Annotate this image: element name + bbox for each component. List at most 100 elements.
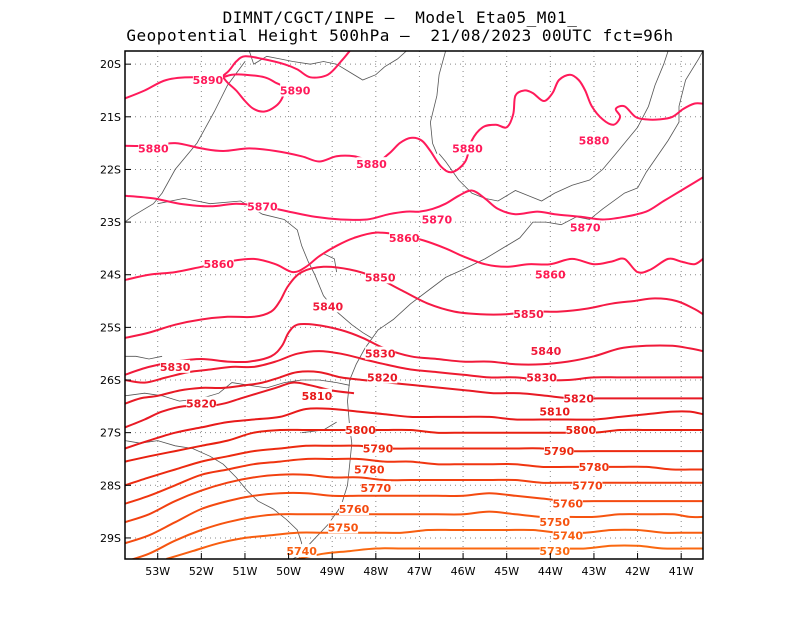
border-line — [429, 51, 446, 154]
contour-label-bg — [286, 544, 317, 558]
contour-label: 5730 — [539, 545, 570, 558]
contour-label: 5880 — [356, 158, 387, 171]
contour-5790 — [125, 444, 703, 487]
lon-tick-label: 45W — [494, 565, 519, 578]
contour-label-bg — [354, 462, 385, 476]
map-title-line-2: Geopotential Height 500hPa — 21/08/2023 … — [126, 26, 674, 45]
contour-5740 — [166, 528, 703, 559]
contour-label-bg — [192, 72, 223, 86]
contour-5760 — [125, 491, 703, 545]
contour-label: 5840 — [313, 300, 344, 313]
contour-label: 5860 — [203, 258, 234, 271]
latitude-ticks: 20S 21S 22S 23S 24S 25S 26S 27S 28S 29S — [100, 58, 131, 545]
border-line — [125, 355, 163, 360]
contour-label: 5860 — [389, 232, 420, 245]
height-contours — [125, 51, 703, 559]
contour-label-bg — [452, 141, 483, 155]
contour-label-bg — [280, 83, 311, 97]
contour-label: 5870 — [570, 221, 601, 234]
contour-label-bg — [565, 423, 596, 437]
lat-tick-label: 21S — [100, 111, 121, 124]
contour-label: 5850 — [513, 308, 544, 321]
contour-label: 5870 — [247, 200, 278, 213]
contour-label-bg — [367, 370, 398, 384]
border-line — [292, 51, 703, 559]
contour-5800 — [125, 428, 703, 463]
border-line — [438, 51, 669, 202]
border-line — [125, 440, 303, 559]
lon-tick-label: 43W — [582, 565, 607, 578]
lon-tick-label: 53W — [145, 565, 170, 578]
contour-label-bg — [345, 423, 376, 437]
lon-tick-label: 50W — [276, 565, 301, 578]
contour-label-bg — [578, 459, 609, 473]
contour-label: 5870 — [422, 213, 453, 226]
contour-label: 5760 — [552, 498, 583, 511]
contour-label-bg — [572, 478, 603, 492]
contour-label-bg — [360, 480, 391, 494]
contour-label: 5820 — [563, 392, 594, 405]
contour-label: 5840 — [531, 345, 562, 358]
contour-label: 5770 — [361, 482, 392, 495]
contour-label-bg — [421, 212, 452, 226]
border-line — [125, 379, 350, 402]
contour-label-bg — [312, 299, 343, 313]
contour-label-bg — [363, 441, 394, 455]
contour-label-bg — [578, 133, 609, 147]
contour-label-bg — [526, 370, 557, 384]
contour-label: 5790 — [544, 445, 575, 458]
contour-label-bg — [160, 359, 191, 373]
border-line — [323, 253, 337, 273]
contour-label: 5820 — [186, 398, 217, 411]
contour-5830 — [125, 350, 703, 384]
contour-label-bg — [563, 391, 594, 405]
contour-label: 5780 — [354, 464, 385, 477]
lat-tick-label: 24S — [100, 269, 121, 282]
contour-label-bg — [539, 515, 570, 529]
contour-label-bg — [138, 141, 169, 155]
lat-tick-label: 22S — [100, 163, 121, 176]
longitude-ticks: 53W 52W 51W 50W 49W 48W 47W 46W 45W 44W 43W 42W 41W — [145, 553, 694, 578]
lon-tick-label: 41W — [669, 565, 694, 578]
contour-label-bg — [328, 520, 359, 534]
contour-5820 — [125, 381, 355, 429]
contour-label: 5810 — [302, 390, 333, 403]
contour-labels: 5890589058805880588058805870587058705860… — [138, 72, 610, 558]
contour-label: 5890 — [193, 74, 224, 87]
contour-label: 5880 — [138, 142, 169, 155]
contour-label: 5820 — [367, 371, 398, 384]
contour-label-bg — [513, 307, 544, 321]
contour-label: 5850 — [365, 271, 396, 284]
contour-label: 5750 — [539, 516, 570, 529]
contour-label: 5790 — [363, 442, 394, 455]
contour-label-bg — [552, 528, 583, 542]
lat-tick-label: 28S — [100, 479, 121, 492]
contour-label-bg — [365, 270, 396, 284]
lat-tick-label: 26S — [100, 374, 121, 387]
contour-5750 — [130, 510, 703, 559]
contour-label: 5810 — [539, 406, 570, 419]
contour-label: 5880 — [452, 142, 483, 155]
contour-label-bg — [552, 496, 583, 510]
contour-label-bg — [365, 346, 396, 360]
contour-label-bg — [570, 220, 601, 234]
lat-tick-label: 20S — [100, 58, 121, 71]
contour-5850 — [125, 265, 703, 339]
contour-label-bg — [389, 230, 420, 244]
contour-label: 5830 — [365, 348, 396, 361]
contour-label-bg — [530, 344, 561, 358]
contour-label: 5780 — [579, 461, 610, 474]
contour-5840 — [125, 322, 703, 376]
lat-tick-label: 23S — [100, 216, 121, 229]
contour-label-bg — [539, 544, 570, 558]
contour-5880 — [125, 73, 703, 174]
lon-tick-label: 49W — [320, 565, 345, 578]
contour-label-bg — [539, 404, 570, 418]
contour-label: 5760 — [339, 503, 370, 516]
contour-label: 5830 — [160, 361, 191, 374]
contour-label: 5740 — [552, 529, 583, 542]
contour-5780 — [125, 457, 703, 505]
contour-label-bg — [339, 501, 370, 515]
contour-5860 — [125, 231, 703, 281]
